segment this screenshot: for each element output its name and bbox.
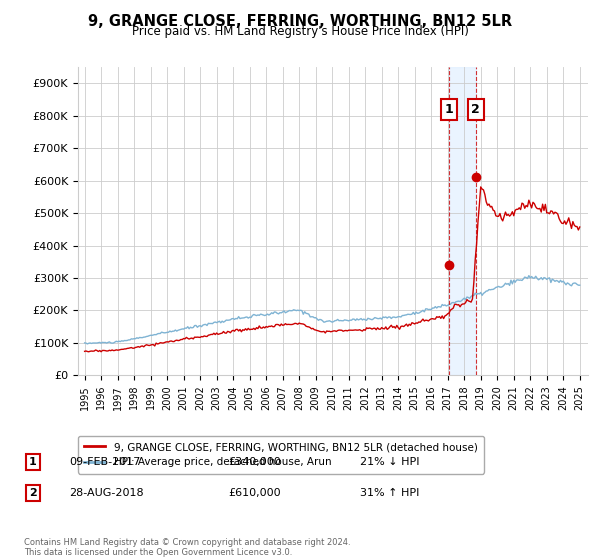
Text: 28-AUG-2018: 28-AUG-2018 xyxy=(69,488,143,498)
Text: Contains HM Land Registry data © Crown copyright and database right 2024.
This d: Contains HM Land Registry data © Crown c… xyxy=(24,538,350,557)
Text: 1: 1 xyxy=(29,457,37,467)
Text: 2: 2 xyxy=(29,488,37,498)
Text: 31% ↑ HPI: 31% ↑ HPI xyxy=(360,488,419,498)
Legend: 9, GRANGE CLOSE, FERRING, WORTHING, BN12 5LR (detached house), HPI: Average pric: 9, GRANGE CLOSE, FERRING, WORTHING, BN12… xyxy=(78,436,484,474)
Text: 09-FEB-2017: 09-FEB-2017 xyxy=(69,457,140,467)
Text: Price paid vs. HM Land Registry's House Price Index (HPI): Price paid vs. HM Land Registry's House … xyxy=(131,25,469,38)
Text: 2: 2 xyxy=(472,103,480,116)
Bar xyxy=(449,67,476,375)
Text: £610,000: £610,000 xyxy=(228,488,281,498)
Text: 9, GRANGE CLOSE, FERRING, WORTHING, BN12 5LR: 9, GRANGE CLOSE, FERRING, WORTHING, BN12… xyxy=(88,14,512,29)
Text: 1: 1 xyxy=(445,103,454,116)
Text: £340,000: £340,000 xyxy=(228,457,281,467)
Text: 21% ↓ HPI: 21% ↓ HPI xyxy=(360,457,419,467)
